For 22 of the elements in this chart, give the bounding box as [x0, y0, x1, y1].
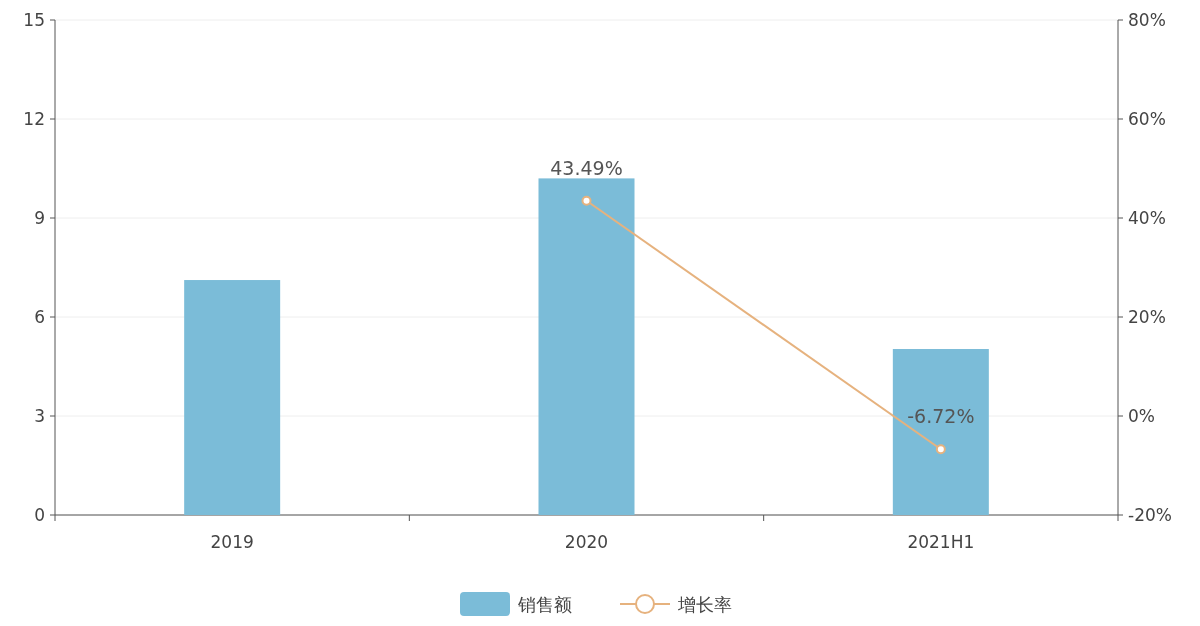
bar [538, 178, 635, 515]
y2-tick-label: 80% [1128, 10, 1166, 30]
y-tick-label: 9 [34, 208, 45, 228]
y-tick-label: 0 [34, 505, 45, 525]
data-label: -6.72% [907, 405, 975, 428]
y-tick-label: 3 [34, 406, 45, 426]
y-tick-label: 12 [23, 109, 45, 129]
y2-tick-label: -20% [1128, 505, 1172, 525]
x-tick-label: 2019 [210, 532, 254, 552]
y-tick-label: 6 [34, 307, 45, 327]
x-tick-label: 2020 [564, 532, 609, 552]
y-tick-label: 15 [23, 10, 45, 30]
legend-label: 增长率 [677, 594, 732, 615]
y2-tick-label: 60% [1128, 109, 1166, 129]
y2-tick-label: 0% [1128, 406, 1155, 426]
bar [184, 280, 281, 515]
bar [892, 349, 989, 515]
y2-tick-label: 40% [1128, 208, 1166, 228]
y2-tick-label: 20% [1128, 307, 1166, 327]
legend-label: 销售额 [517, 594, 572, 615]
x-tick-label: 2021H1 [907, 532, 975, 552]
data-label: 43.49% [550, 156, 623, 179]
